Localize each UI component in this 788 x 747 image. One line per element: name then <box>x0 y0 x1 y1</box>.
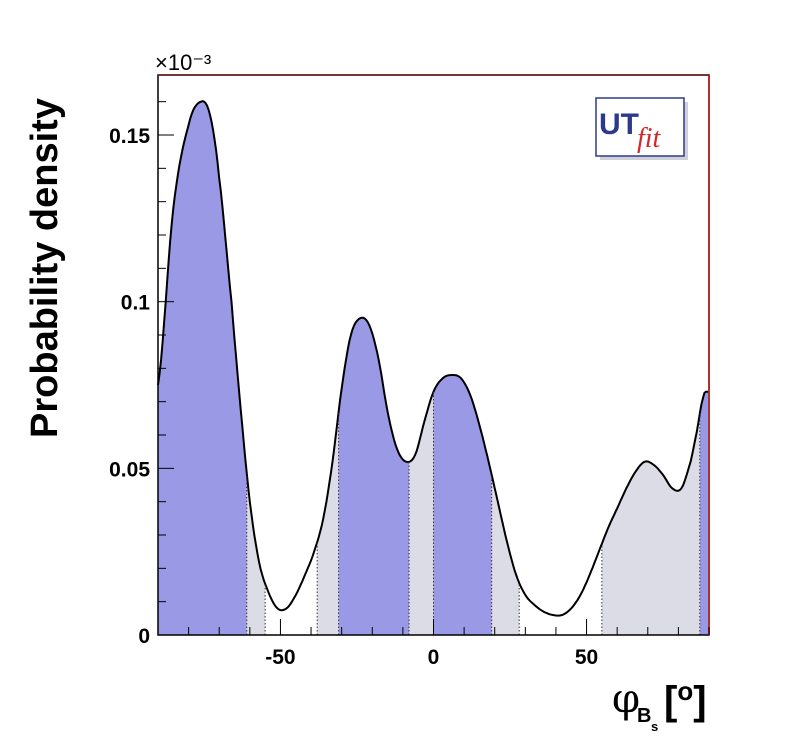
x-axis-label: φ B s [o] <box>612 676 707 734</box>
region-inner-5 <box>433 375 492 635</box>
region-outer-6 <box>491 474 520 635</box>
region-inner-3 <box>338 317 409 635</box>
x-axis-label-symbol: φ <box>612 676 640 722</box>
x-axis-label-unit: [o] <box>664 676 707 723</box>
y-tick-label: 0.1 <box>121 292 151 315</box>
y-multiplier: ×10⁻³ <box>155 50 211 75</box>
x-tick-label: -50 <box>265 646 295 669</box>
axis-ticks <box>157 101 710 636</box>
x-axis-label-subscript: B <box>637 705 651 727</box>
axis-tick-labels: -50 0 50 0 0.05 0.1 0.15 <box>109 125 598 669</box>
y-multiplier-text: ×10⁻³ <box>155 50 211 75</box>
density-curve <box>157 100 709 617</box>
y-tick-label: 0.05 <box>109 458 150 481</box>
credible-regions <box>158 101 709 635</box>
region-inner-0 <box>158 101 247 635</box>
x-tick-label: 50 <box>575 646 598 669</box>
y-axis-label: Probability density <box>24 98 66 438</box>
degree-symbol: o <box>677 676 693 706</box>
logo-box <box>595 97 685 157</box>
x-axis-label-subsubscript: s <box>651 719 658 734</box>
logo-fit: fit <box>637 123 662 154</box>
region-inner-8 <box>699 391 709 635</box>
y-tick-label: 0 <box>138 625 150 648</box>
region-outer-2 <box>317 411 339 635</box>
y-tick-label: 0.15 <box>109 125 150 148</box>
region-boundaries <box>246 391 701 635</box>
logo-ut: UT <box>599 108 639 141</box>
utfit-logo: UT fit <box>595 97 688 160</box>
x-tick-label: 0 <box>428 646 440 669</box>
region-outer-7 <box>601 413 700 635</box>
region-outer-4 <box>409 391 434 635</box>
